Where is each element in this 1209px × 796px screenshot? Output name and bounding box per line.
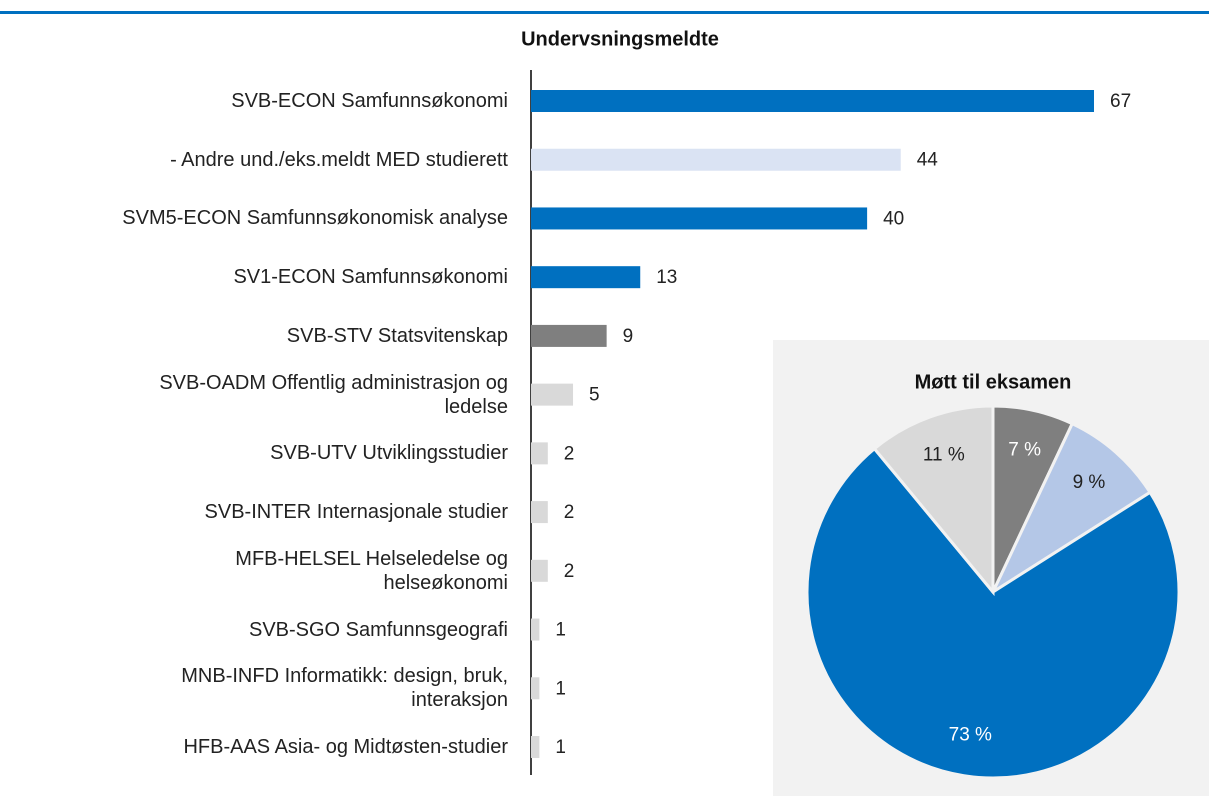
pie-label: 7 % [1008, 439, 1041, 460]
bar [531, 677, 540, 700]
category-label: SVB-INTER Internasjonale studier [204, 501, 508, 524]
bar-title: Undervsningsmeldte [521, 28, 719, 50]
category-label: SVB-ECON Samfunnsøkonomi [231, 90, 508, 112]
bar [531, 90, 1094, 112]
value-label: 9 [623, 326, 634, 347]
pie-title: Møtt til eksamen [915, 371, 1072, 393]
bar [531, 148, 901, 171]
category-label: HFB-AAS Asia- og Midtøsten-studier [183, 736, 508, 758]
bar [531, 736, 540, 758]
category-label: MNB-INFD Informatikk: design, bruk, inte… [181, 665, 508, 712]
bar [531, 442, 548, 465]
category-label: SVB-UTV Utviklingsstudier [270, 442, 508, 465]
value-label: 1 [555, 678, 566, 699]
category-label: SVM5-ECON Samfunnsøkonomisk analyse [122, 207, 508, 230]
value-label: 5 [589, 385, 600, 406]
bar [531, 266, 641, 289]
category-label: SVB-SGO Samfunnsgeografi [248, 618, 508, 641]
value-label: 67 [1110, 91, 1131, 112]
bar [531, 324, 607, 347]
pie-label: 9 % [1073, 472, 1106, 493]
top-rule [0, 11, 1209, 14]
bar [531, 501, 548, 524]
pie-label: 11 % [923, 445, 965, 466]
value-label: 1 [555, 737, 566, 758]
category-label: SVB-OADM Offentlig administrasjon og led… [159, 371, 508, 418]
value-label: 44 [917, 150, 939, 171]
category-label: SV1-ECON Samfunnsøkonomi [233, 266, 508, 289]
value-label: 2 [564, 443, 575, 464]
category-label: - Andre und./eks.meldt MED studierett [170, 148, 508, 171]
category-label: MFB-HELSEL Helseledelse og helseøkonomi [235, 547, 508, 594]
value-label: 2 [564, 502, 575, 523]
pie-label: 73 % [949, 724, 992, 745]
bar [531, 207, 868, 230]
bar [531, 559, 548, 582]
value-label: 13 [656, 267, 677, 288]
category-label: SVB-STV Statsvitenskap [286, 324, 508, 347]
bar [531, 383, 574, 406]
value-label: 2 [564, 561, 575, 582]
pie-slice [989, 421, 1153, 597]
bar [531, 618, 540, 641]
value-label: 40 [883, 208, 904, 229]
pie-slice [872, 404, 995, 597]
pie-slice [805, 446, 1181, 780]
value-label: 1 [555, 620, 566, 641]
